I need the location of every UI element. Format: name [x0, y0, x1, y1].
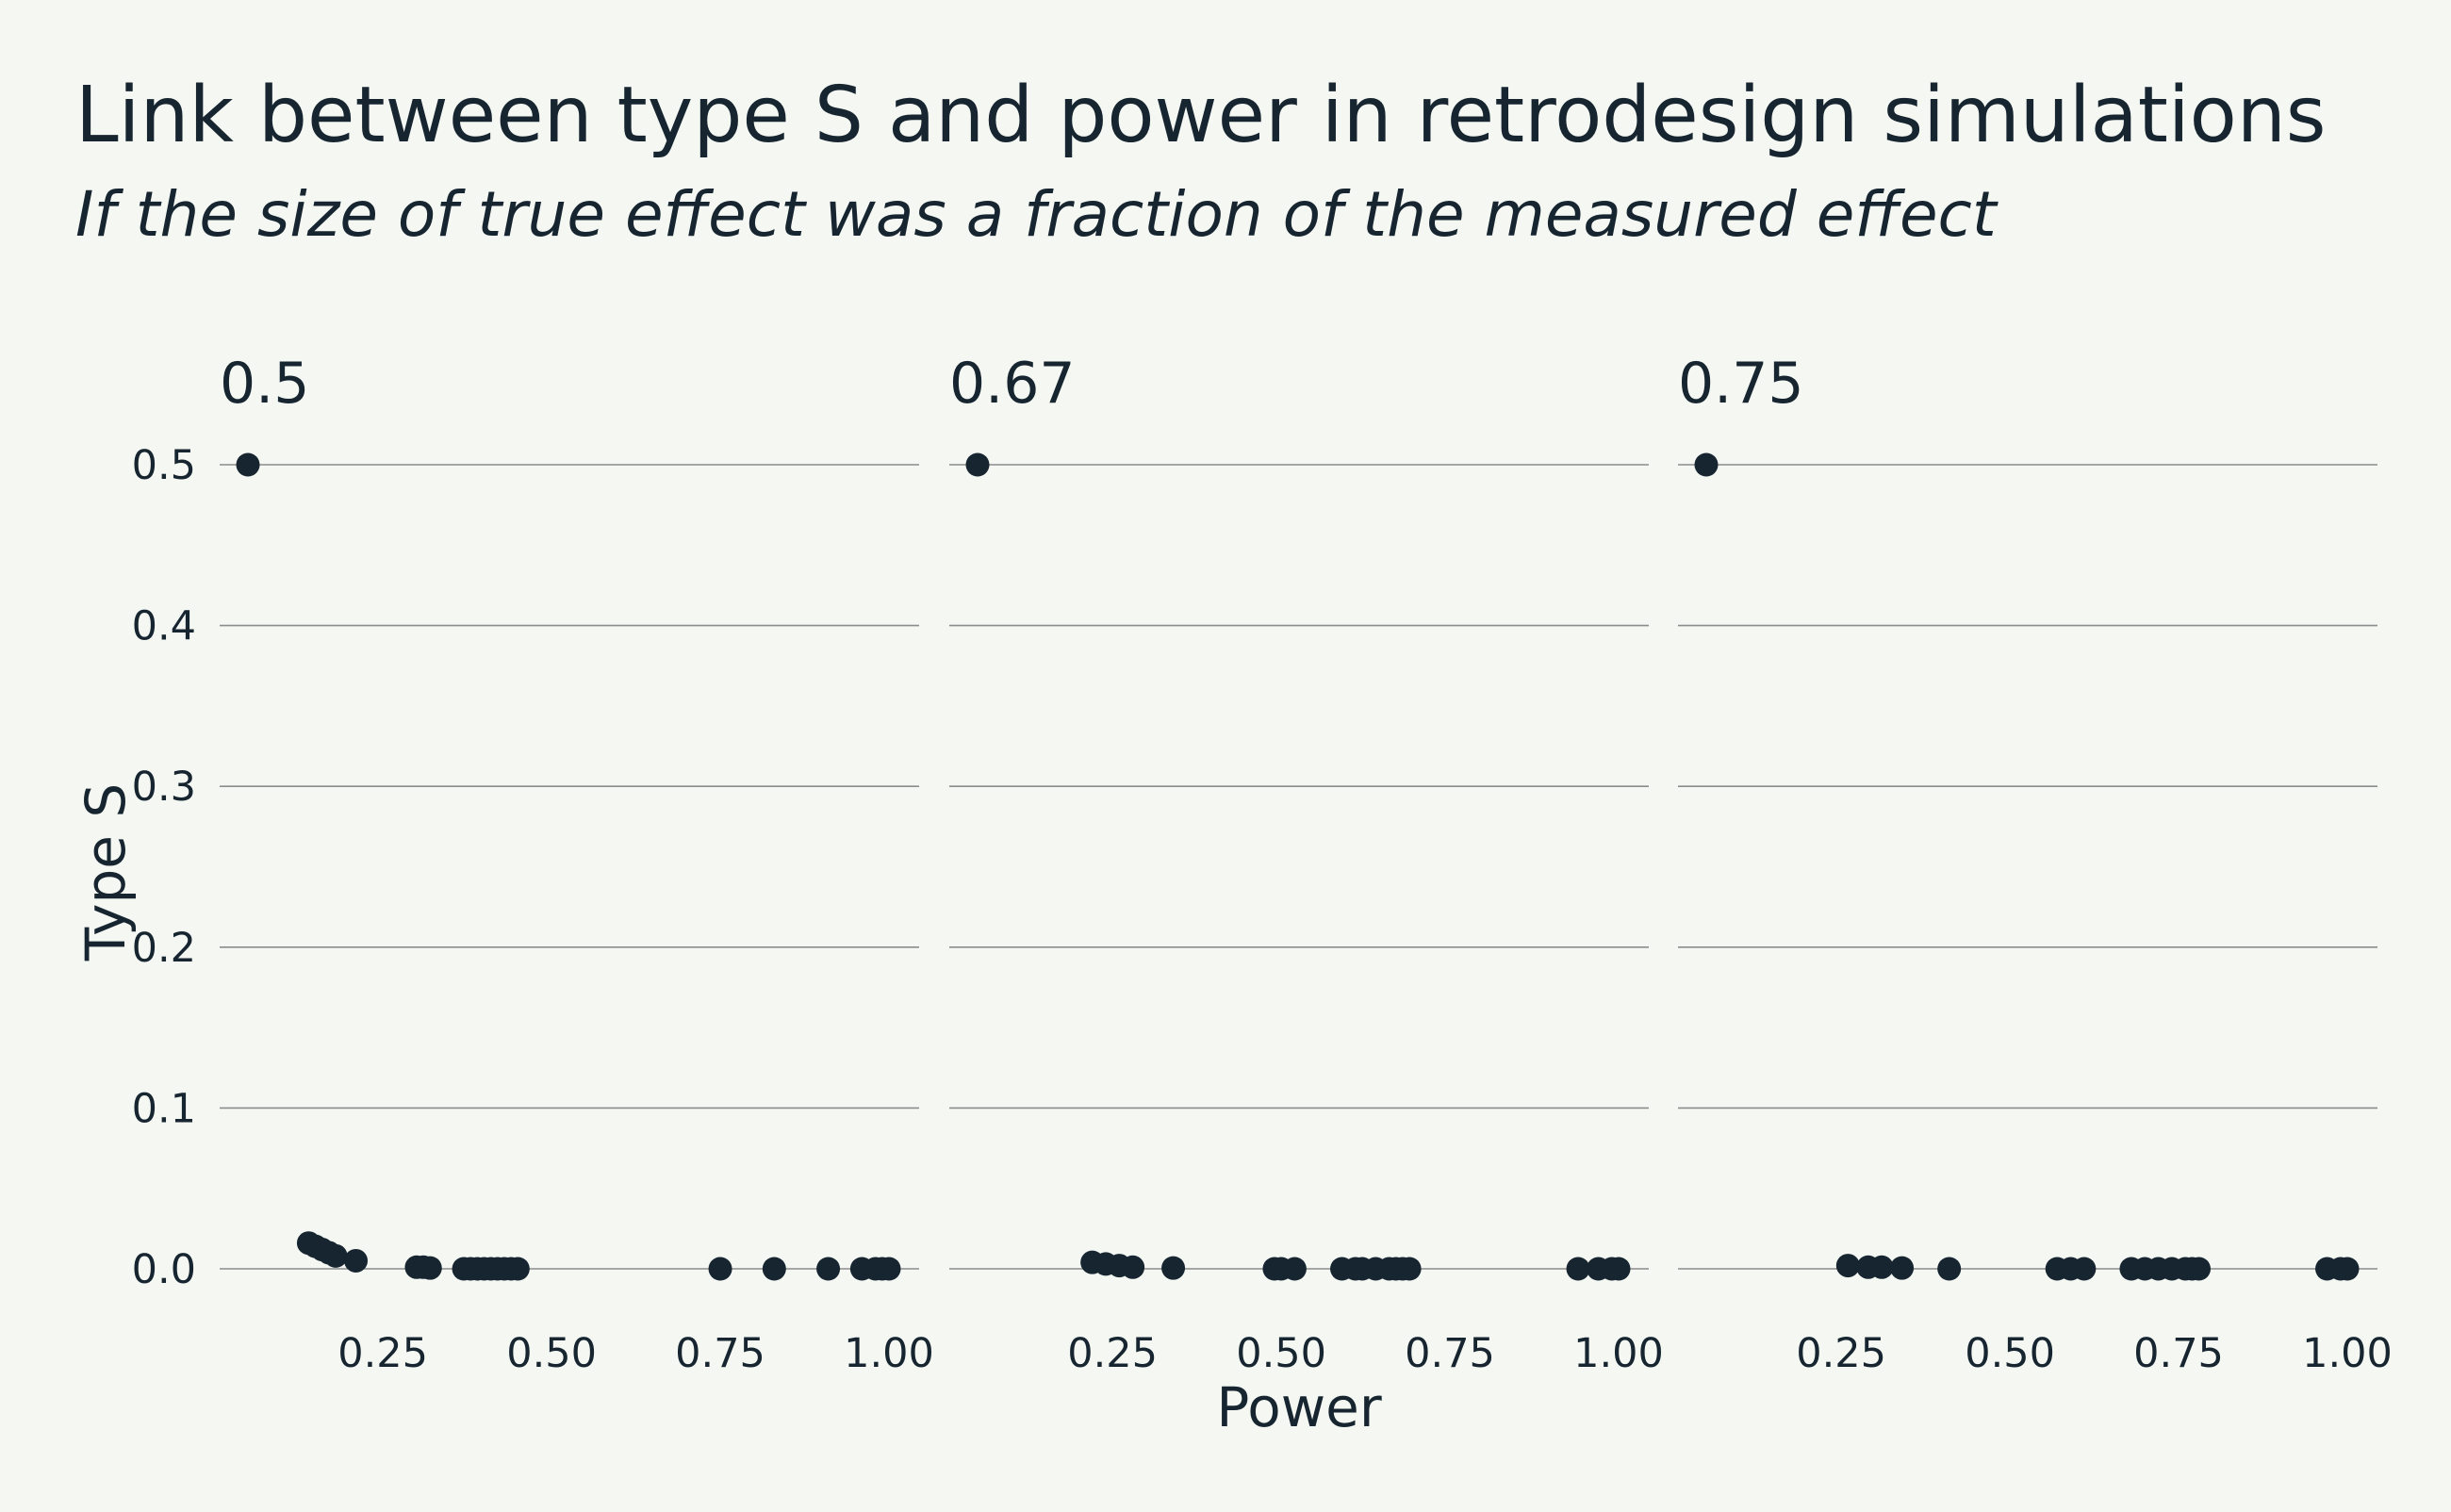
data-point: [877, 1257, 901, 1281]
x-tick-label: 1.00: [844, 1330, 934, 1377]
y-tick-label: 0.0: [132, 1246, 196, 1293]
chart-title: Link between type S and power in retrode…: [75, 71, 2327, 160]
data-point: [1869, 1255, 1894, 1279]
x-tick-label: 0.75: [1405, 1330, 1495, 1377]
chart-subtitle: If the size of true effect was a fractio…: [75, 178, 1999, 251]
x-tick-label: 0.75: [675, 1330, 765, 1377]
data-point: [1282, 1257, 1307, 1281]
data-point: [236, 452, 260, 477]
x-tick-label: 0.50: [1965, 1330, 2055, 1377]
data-point: [2072, 1257, 2097, 1281]
data-point: [344, 1248, 369, 1273]
x-tick-label: 0.25: [1067, 1330, 1158, 1377]
x-tick-label: 1.00: [2302, 1330, 2393, 1377]
data-point: [1161, 1256, 1186, 1280]
data-point: [1890, 1256, 1915, 1280]
data-point: [816, 1257, 841, 1281]
data-point: [965, 452, 990, 477]
x-tick-label: 0.50: [1236, 1330, 1326, 1377]
facet-label: 0.75: [1678, 351, 1804, 417]
y-tick-label: 0.1: [132, 1085, 196, 1132]
y-tick-label: 0.5: [132, 442, 196, 489]
facet-panels: 0.00.10.20.30.40.50.50.25 0.50 0.75 1.000.6…: [132, 351, 2393, 1377]
data-point: [708, 1257, 732, 1281]
data-point: [1397, 1257, 1422, 1281]
data-point: [2335, 1257, 2360, 1281]
facet-panel-0-75: 0.75 0.25 0.50 0.75 1.00: [1678, 351, 2393, 1377]
x-tick-label: 0.50: [506, 1330, 597, 1377]
data-point: [1606, 1257, 1631, 1281]
x-tick-label: 0.25: [337, 1330, 428, 1377]
data-point: [2187, 1257, 2212, 1281]
facet-panel-0-67: 0.67 0.25 0.50 0.75 1.00: [949, 351, 1664, 1377]
facet-panel-0-5: 0.5 0.25 0.50 0.75 1.00: [220, 351, 934, 1377]
facet-label: 0.67: [949, 351, 1076, 417]
data-point: [323, 1243, 348, 1268]
data-point: [1566, 1257, 1590, 1281]
y-tick-label: 0.2: [132, 925, 196, 972]
data-point: [762, 1257, 786, 1281]
data-point: [1937, 1257, 1962, 1281]
y-axis-title: Type S: [74, 783, 138, 961]
x-tick-label: 0.25: [1796, 1330, 1886, 1377]
data-point: [1835, 1254, 1860, 1278]
facet-label: 0.5: [220, 351, 309, 417]
x-tick-label: 1.00: [1573, 1330, 1664, 1377]
y-tick-label: 0.4: [132, 603, 196, 650]
data-point: [505, 1257, 530, 1281]
data-point: [1121, 1255, 1145, 1279]
x-tick-label: 0.75: [2133, 1330, 2224, 1377]
data-point: [1694, 452, 1719, 477]
y-tick-label: 0.3: [132, 764, 196, 811]
x-axis-title: Power: [1216, 1375, 1382, 1439]
data-point: [418, 1256, 442, 1280]
